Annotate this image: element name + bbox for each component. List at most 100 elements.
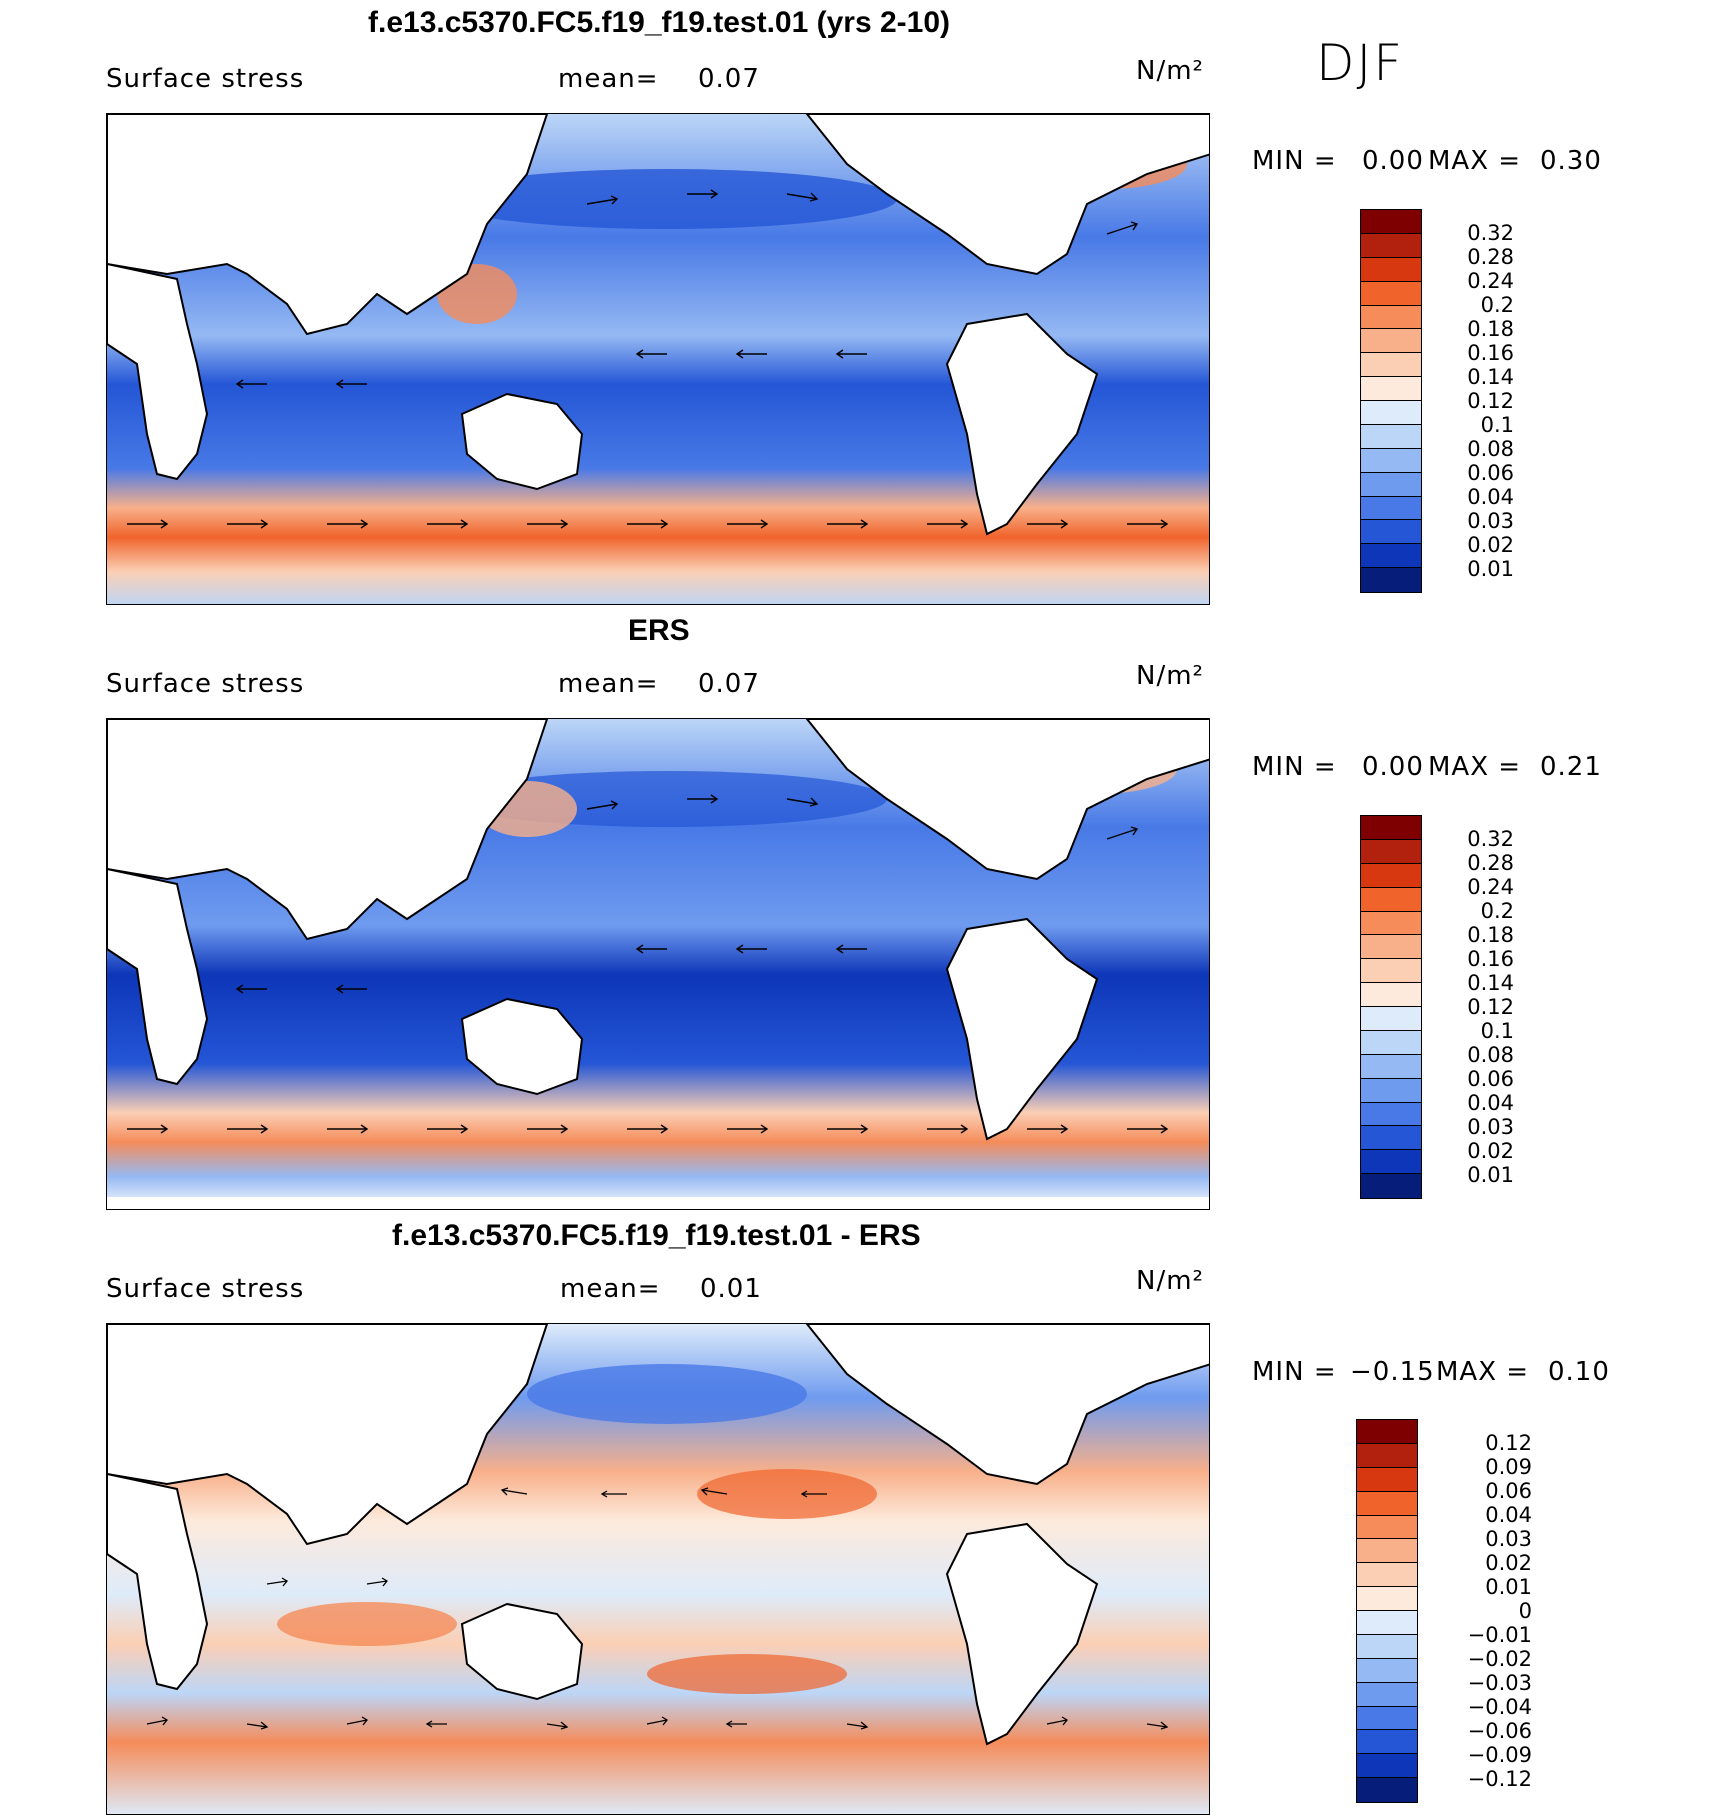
colorbar-swatch xyxy=(1361,1030,1421,1055)
colorbar-tick-label: −0.09 xyxy=(1467,1743,1532,1767)
panel-1-variable: Surface stress xyxy=(106,64,305,94)
panel-1-land-africa xyxy=(107,262,209,481)
colorbar-tick-label: 0.24 xyxy=(1467,269,1514,293)
colorbar-tick-label: 0.01 xyxy=(1485,1575,1532,1599)
colorbar-swatch xyxy=(1357,1706,1417,1731)
panel-2-mean-value: 0.07 xyxy=(698,669,760,699)
colorbar-tick-label: 0.18 xyxy=(1467,317,1514,341)
season-label: DJF xyxy=(1316,34,1405,92)
colorbar-swatch xyxy=(1357,1467,1417,1492)
panel-1-vector-row-trades xyxy=(235,349,867,389)
colorbar-swatch xyxy=(1361,472,1421,497)
panel-2-map-svg xyxy=(107,719,1209,1209)
panel-3-positive-south-pacific xyxy=(647,1654,847,1694)
panel-1-land-eurasia xyxy=(107,114,549,336)
panel-1-colorbar-ticks: 0.32 0.28 0.24 0.2 0.18 0.16 0.14 0.12 0.1 0.08 0.… xyxy=(1434,209,1514,593)
panel-1-map xyxy=(106,113,1210,605)
panel-3-map xyxy=(106,1323,1210,1815)
colorbar-swatch xyxy=(1361,210,1421,234)
panel-2-max-label: MAX = xyxy=(1428,752,1522,782)
colorbar-tick-label: 0.2 xyxy=(1480,293,1514,317)
panel-3-title: f.e13.c5370.FC5.f19_f19.test.01 - ERS xyxy=(392,1219,921,1252)
panel-3-colorbar-ticks: 0.12 0.09 0.06 0.04 0.03 0.02 0.01 0 −0.01 −0.02−… xyxy=(1432,1419,1532,1803)
panel-2-title: ERS xyxy=(628,614,690,647)
panel-1-title: f.e13.c5370.FC5.f19_f19.test.01 (yrs 2-1… xyxy=(368,6,951,39)
colorbar-tick-label: 0.24 xyxy=(1467,875,1514,899)
panel-1-max-value: 0.30 xyxy=(1540,146,1602,176)
colorbar-tick-label: 0.01 xyxy=(1467,557,1514,581)
panel-1-max-label: MAX = xyxy=(1428,146,1522,176)
panel-1-land-north-america xyxy=(805,114,1209,276)
colorbar-swatch xyxy=(1361,1007,1421,1031)
colorbar-swatch xyxy=(1357,1730,1417,1755)
panel-1-land-south-america xyxy=(945,312,1099,536)
colorbar-swatch xyxy=(1357,1634,1417,1659)
colorbar-tick-label: 0.14 xyxy=(1467,365,1514,389)
panel-3-min-value: −0.15 xyxy=(1350,1357,1435,1387)
panel-2-land-south-america xyxy=(945,917,1099,1141)
colorbar-swatch xyxy=(1361,424,1421,449)
panel-2-min-label: MIN = xyxy=(1252,752,1337,782)
panel-1-map-svg xyxy=(107,114,1209,604)
panel-2-wind-vectors xyxy=(127,794,1169,1134)
panel-2-land-africa xyxy=(107,867,209,1086)
panel-2-land-eurasia xyxy=(107,719,549,941)
colorbar-tick-label: −0.02 xyxy=(1467,1647,1532,1671)
colorbar-swatch xyxy=(1357,1491,1417,1516)
colorbar-tick-label: 0.02 xyxy=(1467,533,1514,557)
panel-2-min-value: 0.00 xyxy=(1362,752,1424,782)
colorbar-tick-label: 0.2 xyxy=(1480,899,1514,923)
colorbar-swatch xyxy=(1361,983,1421,1007)
panel-3-vector-row xyxy=(146,1716,1169,1730)
colorbar-tick-label: 0.06 xyxy=(1467,461,1514,485)
colorbar-tick-label: −0.01 xyxy=(1467,1623,1532,1647)
colorbar-swatch xyxy=(1361,1126,1421,1151)
panel-2-variable: Surface stress xyxy=(106,669,305,699)
colorbar-swatch xyxy=(1361,839,1421,864)
colorbar-swatch xyxy=(1361,257,1421,282)
colorbar-swatch xyxy=(1357,1682,1417,1707)
colorbar-swatch xyxy=(1357,1443,1417,1468)
panel-2-units: N/m² xyxy=(1136,661,1204,691)
colorbar-tick-label: 0.06 xyxy=(1485,1479,1532,1503)
colorbar-tick-label: 0.14 xyxy=(1467,971,1514,995)
colorbar-swatch xyxy=(1361,520,1421,545)
colorbar-swatch xyxy=(1361,1054,1421,1079)
colorbar-tick-label: −0.12 xyxy=(1467,1767,1532,1791)
panel-2-mean-label: mean= xyxy=(558,669,659,699)
panel-3-positive-indian xyxy=(277,1602,457,1646)
panel-3-max-value: 0.10 xyxy=(1548,1357,1610,1387)
panel-1-mean-value: 0.07 xyxy=(698,64,760,94)
colorbar-tick-label: 0.03 xyxy=(1467,509,1514,533)
colorbar-tick-label: 0.18 xyxy=(1467,923,1514,947)
colorbar-swatch xyxy=(1361,496,1421,521)
colorbar-tick-label: 0.28 xyxy=(1467,245,1514,269)
panel-2-land-antarctic-edge xyxy=(107,1197,1209,1209)
colorbar-swatch xyxy=(1361,959,1421,984)
panel-1-wind-vectors xyxy=(127,189,1169,529)
colorbar-tick-label: 0.32 xyxy=(1467,221,1514,245)
panel-3-land-australia xyxy=(460,1602,584,1701)
panel-1-units: N/m² xyxy=(1136,56,1204,86)
colorbar-tick-label: 0.01 xyxy=(1467,1163,1514,1187)
colorbar-swatch xyxy=(1361,1078,1421,1103)
panel-2-land xyxy=(107,719,1209,1209)
panel-2-colorbar xyxy=(1360,815,1422,1199)
colorbar-swatch xyxy=(1361,816,1421,840)
panel-3-max-label: MAX = xyxy=(1436,1357,1530,1387)
colorbar-swatch xyxy=(1361,401,1421,425)
colorbar-swatch xyxy=(1361,544,1421,569)
colorbar-swatch xyxy=(1361,887,1421,912)
colorbar-swatch xyxy=(1361,233,1421,258)
colorbar-tick-label: 0 xyxy=(1518,1599,1532,1623)
colorbar-tick-label: 0.16 xyxy=(1467,947,1514,971)
panel-1-land-australia xyxy=(460,392,584,491)
panel-1-vector-row-westerlies xyxy=(586,189,1139,235)
colorbar-tick-label: 0.04 xyxy=(1467,485,1514,509)
panel-3-mean-label: mean= xyxy=(560,1274,661,1304)
panel-2-vector-row-westerlies xyxy=(586,794,1139,840)
panel-3-land-north-america xyxy=(805,1324,1209,1486)
colorbar-swatch xyxy=(1361,935,1421,960)
colorbar-tick-label: 0.03 xyxy=(1485,1527,1532,1551)
colorbar-swatch xyxy=(1361,1102,1421,1127)
